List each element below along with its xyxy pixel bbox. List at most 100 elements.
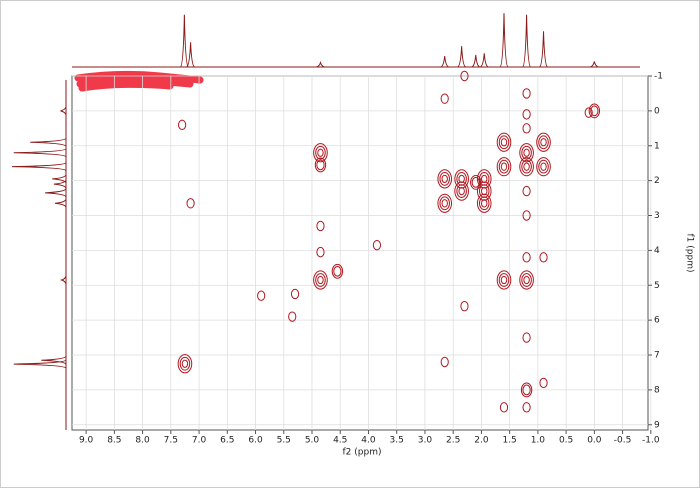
cross-peak — [519, 270, 534, 290]
x-tick-label: 0.0 — [587, 436, 602, 446]
cross-peak — [437, 193, 453, 213]
x-tick-label: 2.0 — [474, 436, 489, 446]
cross-peak — [257, 290, 266, 301]
y-tick-label: 4 — [654, 246, 660, 256]
x-tick-label: -0.5 — [614, 436, 632, 446]
redaction — [74, 70, 204, 92]
top-projection-peak — [499, 13, 509, 68]
cross-peak — [316, 246, 325, 258]
contour-ring — [538, 135, 549, 150]
contour-ring — [315, 273, 326, 287]
x-tick-label: 4.0 — [361, 436, 376, 446]
contour-ring — [538, 159, 549, 174]
x-tick-label: 7.5 — [164, 436, 178, 446]
left-projection-peak — [30, 137, 67, 147]
cross-peak — [584, 107, 593, 118]
cross-peak — [313, 270, 328, 290]
cross-peak — [539, 377, 548, 389]
contour-ring — [540, 162, 547, 171]
cross-peak — [496, 157, 512, 177]
cross-peak — [178, 119, 187, 131]
grid — [72, 75, 652, 430]
y-tick-label: 1 — [654, 141, 660, 151]
cross-peak — [454, 181, 469, 201]
contour-ring — [523, 162, 530, 171]
cross-peak — [476, 169, 492, 189]
top-projection-peak — [471, 54, 481, 68]
contour-ring — [315, 145, 326, 160]
cross-peak — [476, 193, 492, 213]
contour-ring — [500, 138, 508, 147]
cross-peak — [499, 402, 509, 413]
top-projection-peak — [539, 31, 548, 68]
contour-ring — [478, 196, 490, 211]
contour-ring — [481, 186, 488, 196]
top-projection-peak — [440, 55, 449, 68]
contour-ring — [590, 105, 599, 117]
contour-ring — [522, 384, 531, 396]
contour-ring — [540, 138, 547, 147]
x-tick-label: 1.5 — [502, 436, 516, 446]
y-tick-label: 9 — [654, 420, 660, 430]
top-projection-peak — [457, 46, 466, 68]
top-projection-peak — [522, 14, 531, 68]
contour-ring — [521, 159, 532, 174]
contour-ring — [478, 184, 490, 198]
cross-peak — [522, 402, 531, 413]
left-projection-peak — [13, 148, 67, 158]
contour-ring — [317, 275, 324, 285]
x-tick-label: 2.5 — [446, 436, 460, 446]
x-tick-label: 6.5 — [220, 436, 234, 446]
cross-peak — [440, 356, 449, 368]
cross-peak — [470, 174, 482, 190]
y-tick-label: 0 — [654, 106, 660, 116]
x-tick-label: 9.0 — [79, 436, 94, 446]
cross-peak — [316, 220, 325, 232]
contour-ring — [521, 273, 532, 287]
cross-peak — [588, 103, 601, 119]
contour-ring — [441, 174, 448, 184]
contour-ring — [498, 159, 510, 174]
contour-ring — [456, 184, 467, 198]
x-tick-label: 8.5 — [107, 436, 121, 446]
cross-peak — [290, 288, 300, 300]
cross-peak — [522, 185, 531, 197]
x-tick-label: 8.0 — [135, 436, 150, 446]
x-tick-label: 3.5 — [390, 436, 404, 446]
contour-ring — [500, 275, 508, 285]
contour-ring — [478, 172, 490, 186]
cross-peak — [539, 252, 548, 263]
x-tick-label: 7.0 — [192, 436, 207, 446]
cross-peak — [519, 143, 534, 163]
x-tick-label: 5.5 — [277, 436, 291, 446]
cross-peak — [519, 157, 534, 177]
left-projection-peak — [45, 188, 67, 198]
y-tick-label: 8 — [654, 385, 660, 395]
left-projection-peak — [12, 162, 67, 172]
x-axis-label: f2 (ppm) — [343, 448, 382, 458]
x-tick-label: -1.0 — [642, 436, 660, 446]
contour-ring — [471, 177, 480, 188]
cross-peak — [186, 198, 195, 209]
contour-ring — [458, 174, 465, 184]
contour-ring — [316, 159, 325, 171]
cross-peak — [331, 263, 344, 279]
cross-peak — [522, 252, 531, 263]
y-tick-label: 2 — [654, 176, 660, 186]
top-projection-peak — [479, 53, 489, 68]
contour-ring — [439, 172, 450, 186]
y-tick-label: 6 — [654, 316, 660, 326]
cross-peak — [536, 157, 551, 177]
left-projection-peak — [59, 275, 67, 285]
left-projection-peak — [52, 174, 67, 184]
y-tick-label: 5 — [654, 281, 660, 291]
contour-ring — [179, 356, 191, 371]
contour-ring — [439, 196, 450, 211]
x-tick-label: 4.5 — [333, 436, 347, 446]
contour-ring — [498, 273, 510, 287]
cross-peak — [522, 332, 531, 343]
cross-peak — [536, 132, 551, 152]
x-tick-label: 0.5 — [559, 436, 573, 446]
top-projection-peak — [316, 60, 325, 68]
left-projection-peak — [60, 106, 67, 116]
